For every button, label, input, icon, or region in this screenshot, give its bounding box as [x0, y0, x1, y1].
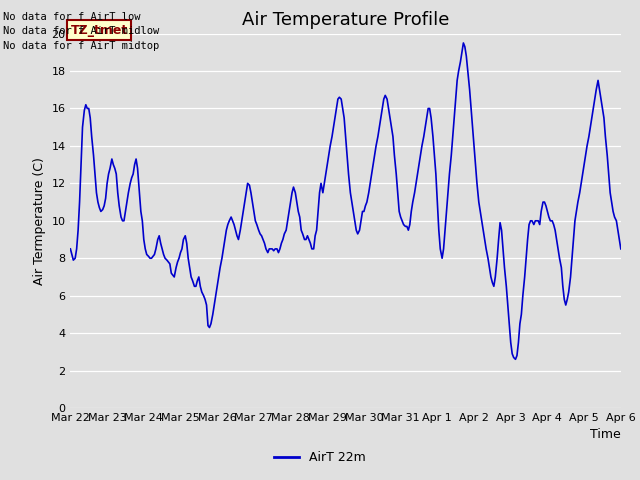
Text: No data for f AirT low: No data for f AirT low — [3, 12, 141, 22]
Title: Air Temperature Profile: Air Temperature Profile — [242, 11, 449, 29]
X-axis label: Time: Time — [590, 429, 621, 442]
Text: TZ_tmet: TZ_tmet — [70, 24, 127, 36]
Text: No data for f AirT midtop: No data for f AirT midtop — [3, 41, 159, 51]
Legend: AirT 22m: AirT 22m — [269, 446, 371, 469]
Y-axis label: Air Termperature (C): Air Termperature (C) — [33, 157, 46, 285]
Text: No data for f AirT midlow: No data for f AirT midlow — [3, 26, 159, 36]
